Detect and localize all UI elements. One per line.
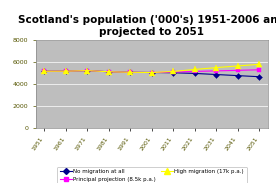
No migration at all (86, 70, 89, 72)
Principal projection (8.5k p.a.) (214, 70, 218, 72)
High migration (17k p.a.) (86, 70, 89, 72)
Principal projection (8.5k p.a.) (64, 70, 68, 72)
High migration (17k p.a.) (64, 70, 68, 72)
High migration (17k p.a.) (193, 68, 197, 71)
High migration (17k p.a.) (107, 71, 110, 73)
High migration (17k p.a.) (214, 66, 218, 69)
Line: Principal projection (8.5k p.a.): Principal projection (8.5k p.a.) (43, 68, 261, 75)
Principal projection (8.5k p.a.) (86, 70, 89, 72)
Principal projection (8.5k p.a.) (43, 70, 46, 72)
Title: Scotland's population ('000's) 1951-2006 and
projected to 2051: Scotland's population ('000's) 1951-2006… (18, 15, 276, 37)
No migration at all (43, 70, 46, 72)
Principal projection (8.5k p.a.) (129, 71, 132, 73)
No migration at all (193, 72, 197, 74)
No migration at all (236, 74, 239, 77)
No migration at all (172, 72, 175, 74)
Line: High migration (17k p.a.): High migration (17k p.a.) (42, 61, 262, 75)
Principal projection (8.5k p.a.) (258, 69, 261, 71)
No migration at all (129, 71, 132, 73)
No migration at all (107, 71, 110, 73)
Principal projection (8.5k p.a.) (150, 71, 153, 74)
High migration (17k p.a.) (129, 71, 132, 73)
High migration (17k p.a.) (172, 70, 175, 72)
Legend: No migration at all, Principal projection (8.5k p.a.), High migration (17k p.a.): No migration at all, Principal projectio… (57, 167, 247, 183)
High migration (17k p.a.) (236, 65, 239, 67)
No migration at all (258, 76, 261, 78)
High migration (17k p.a.) (43, 70, 46, 72)
Principal projection (8.5k p.a.) (172, 71, 175, 73)
Line: No migration at all: No migration at all (43, 68, 261, 79)
High migration (17k p.a.) (258, 63, 261, 65)
High migration (17k p.a.) (150, 71, 153, 74)
Principal projection (8.5k p.a.) (107, 71, 110, 73)
Principal projection (8.5k p.a.) (236, 69, 239, 71)
No migration at all (150, 71, 153, 74)
Principal projection (8.5k p.a.) (193, 70, 197, 72)
No migration at all (64, 70, 68, 72)
No migration at all (214, 73, 218, 76)
